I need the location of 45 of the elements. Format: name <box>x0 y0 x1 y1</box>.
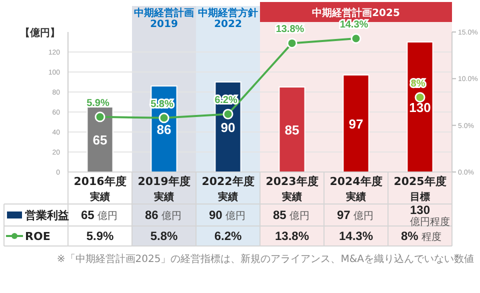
x-tick-label: 2024年度実績 <box>330 175 382 203</box>
band-label: 中期経営計画2019 <box>134 7 194 30</box>
data-label: 6.2% <box>214 229 242 243</box>
text: 65 億円 <box>81 208 118 222</box>
data-label: 5.8% <box>150 229 178 243</box>
text: 8% 程度 <box>401 229 442 243</box>
data-label: 65 <box>92 132 108 148</box>
point <box>158 112 170 124</box>
bar <box>406 42 434 172</box>
text: 86 億円 <box>145 208 182 222</box>
bar <box>86 106 114 172</box>
x-tick-label: 2019年度実績 <box>138 175 190 203</box>
point <box>94 112 106 122</box>
data-label: 86 <box>156 122 172 137</box>
text: 97 億円 <box>337 208 374 222</box>
data-label: 90 <box>220 120 236 135</box>
x-tick-label: 2025年度目標 <box>394 175 446 203</box>
annotation: 13.8% <box>276 24 304 36</box>
point <box>350 33 362 44</box>
data-label: 130 <box>409 100 431 115</box>
band-label: 中期経営計画2025 <box>312 7 400 19</box>
bar <box>342 74 370 172</box>
x-tick-label: 2016年度実績 <box>74 175 126 203</box>
text: 90 億円 <box>209 208 246 222</box>
legend-label: 営業利益 <box>25 209 69 222</box>
x-tick-label: 2023年度実績 <box>266 175 318 203</box>
legend-label: ROE <box>25 230 50 243</box>
text: 130 億円程度 <box>410 203 450 228</box>
band-label: 中期経営方針2022 <box>198 7 258 30</box>
point <box>286 38 298 48</box>
data-label: 14.3% <box>338 229 374 243</box>
point <box>414 92 426 103</box>
data-label: 85 <box>284 122 300 138</box>
x-tick-label: 2022年度実績 <box>202 175 254 203</box>
point <box>222 108 234 120</box>
data-label: 5.9% <box>86 229 114 243</box>
data-label: 13.8% <box>274 229 310 243</box>
text: 14.3% <box>340 20 368 31</box>
text: 85 億円 <box>273 208 310 222</box>
bar <box>278 86 306 172</box>
text: ※「中期経営計画2025」の経営指標は、新規のアライアンス、M&Aを織り込んでいない数値 <box>56 253 474 265</box>
data-label: 8% <box>410 78 426 90</box>
y-axis-title: 【億円】 <box>20 27 60 39</box>
data-label: 97 <box>348 116 364 132</box>
annotation: 5.9% <box>86 98 110 109</box>
